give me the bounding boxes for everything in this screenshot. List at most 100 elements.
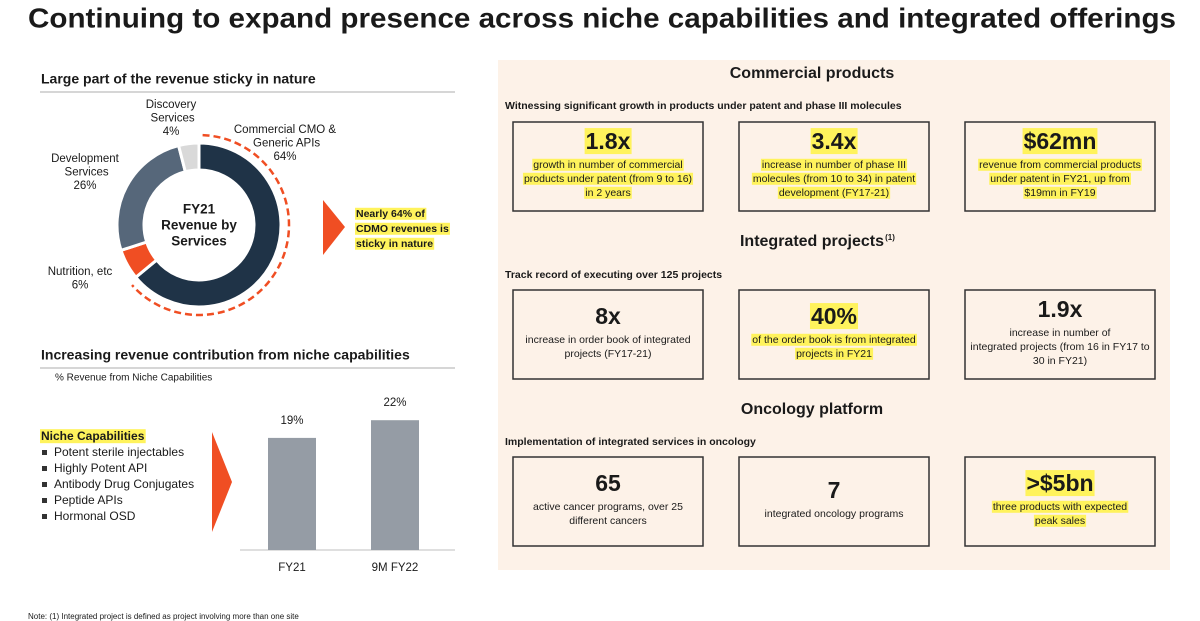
highlight [751, 172, 917, 185]
highlight [355, 237, 435, 250]
bullet [42, 450, 47, 455]
donut-slice [176, 141, 201, 174]
callout-arrow [323, 200, 345, 255]
card [512, 289, 704, 380]
slice-label: Nutrition, etc [48, 266, 113, 278]
card [738, 289, 930, 380]
highlight [751, 333, 917, 346]
card-text: molecules (from 10 to 34) in patent [753, 173, 915, 185]
card-text: growth in number of commercial [533, 159, 682, 171]
highlight [795, 347, 874, 360]
slice-label: Development Services [51, 153, 120, 179]
highlight [584, 128, 632, 155]
chart-subtitle: % Revenue from Niche Capabilities [55, 373, 212, 384]
card-text: under patent in FY21, up from [990, 173, 1130, 185]
section-subheading: Witnessing significant growth in product… [505, 100, 902, 112]
slice-label: Discovery Services [146, 99, 197, 125]
highlight [991, 500, 1129, 513]
card-figure: 3.4x [812, 128, 857, 154]
list-item: Highly Potent API [54, 461, 147, 475]
card [738, 121, 930, 212]
center-label: Revenue by [161, 218, 237, 233]
value-label: 22% [383, 397, 406, 409]
card-text: active cancer programs, over 25 [533, 501, 683, 513]
card-figure: 8x [595, 303, 621, 329]
card-figure: 7 [828, 477, 841, 503]
arrow [212, 432, 232, 532]
list-item: Potent sterile injectables [54, 445, 184, 459]
donut-slice [133, 141, 283, 309]
list-item: Antibody Drug Conjugates [54, 477, 194, 491]
highlight [355, 222, 450, 235]
card-text: development (FY17-21) [779, 187, 889, 199]
card-text: projects (FY17-21) [565, 348, 652, 360]
card-figure: 40% [811, 303, 857, 329]
card [738, 456, 930, 547]
highlight [522, 172, 694, 185]
section-heading: Oncology platform [741, 401, 883, 418]
annotation: Nearly 64% of [356, 208, 425, 220]
card [964, 456, 1156, 547]
section-subheading: Implementation of integrated services in… [505, 436, 756, 448]
center-label: FY21 [183, 202, 216, 217]
x-tick-label: FY21 [278, 562, 306, 574]
card-text: revenue from commercial products [979, 159, 1141, 171]
highlight [1033, 514, 1087, 527]
bullet [42, 498, 47, 503]
slice-value: 4% [163, 126, 180, 138]
chart-title: Increasing revenue contribution from nic… [41, 347, 410, 363]
slice-value: 6% [72, 280, 89, 292]
highlight [355, 207, 427, 220]
card-figure: >$5bn [1026, 470, 1093, 496]
card-figure: 1.9x [1038, 296, 1083, 322]
highlight [989, 172, 1132, 185]
card-text: increase in number of [1010, 327, 1111, 339]
slice-value: 26% [73, 180, 96, 192]
bullet [42, 466, 47, 471]
highlight [1022, 128, 1098, 155]
bar [268, 437, 316, 550]
center-label: Services [171, 234, 227, 249]
footnote: Note: (1) Integrated project is defined … [28, 612, 299, 621]
bullet [42, 514, 47, 519]
dashed-arc [131, 133, 291, 317]
highlight [532, 158, 684, 171]
heading-note: (1) [885, 233, 895, 242]
card-figure: 1.8x [586, 128, 631, 154]
highlight [810, 128, 858, 155]
card-text: three products with expected [993, 501, 1127, 513]
card-text: increase in number of phase III [762, 159, 906, 171]
highlight [760, 158, 908, 171]
highlight [978, 158, 1142, 171]
chart-title: Large part of the revenue sticky in natu… [41, 71, 316, 87]
x-tick-label: 9M FY22 [372, 562, 419, 574]
section-heading: Integrated projects [740, 233, 884, 250]
list-item: Peptide APIs [54, 493, 123, 507]
bullet [42, 482, 47, 487]
card [512, 121, 704, 212]
card [964, 121, 1156, 212]
slide-title: Continuing to expand presence across nic… [28, 2, 1176, 33]
card-text: integrated oncology programs [765, 508, 904, 520]
card-text: products under patent (from 9 to 16) [524, 173, 692, 185]
card-figure: 65 [595, 470, 621, 496]
list-title: Niche Capabilities [41, 429, 145, 443]
value-label: 19% [280, 415, 303, 427]
highlight [809, 303, 859, 330]
card-text: increase in order book of integrated [525, 334, 690, 346]
bar [371, 420, 419, 550]
card-figure: $62mn [1024, 128, 1097, 154]
highlight [1023, 186, 1097, 199]
card-text: integrated projects (from 16 in FY17 to [970, 341, 1149, 353]
card-text: of the order book is from integrated [752, 334, 916, 346]
annotation: CDMO revenues is [356, 223, 449, 235]
highlight [1025, 470, 1095, 497]
card-text: peak sales [1035, 515, 1085, 527]
card-text: different cancers [569, 515, 646, 527]
slice-value: 64% [273, 151, 296, 163]
card-text: 30 in FY21) [1033, 355, 1087, 367]
section-heading: Commercial products [730, 65, 895, 82]
highlight [40, 429, 146, 444]
